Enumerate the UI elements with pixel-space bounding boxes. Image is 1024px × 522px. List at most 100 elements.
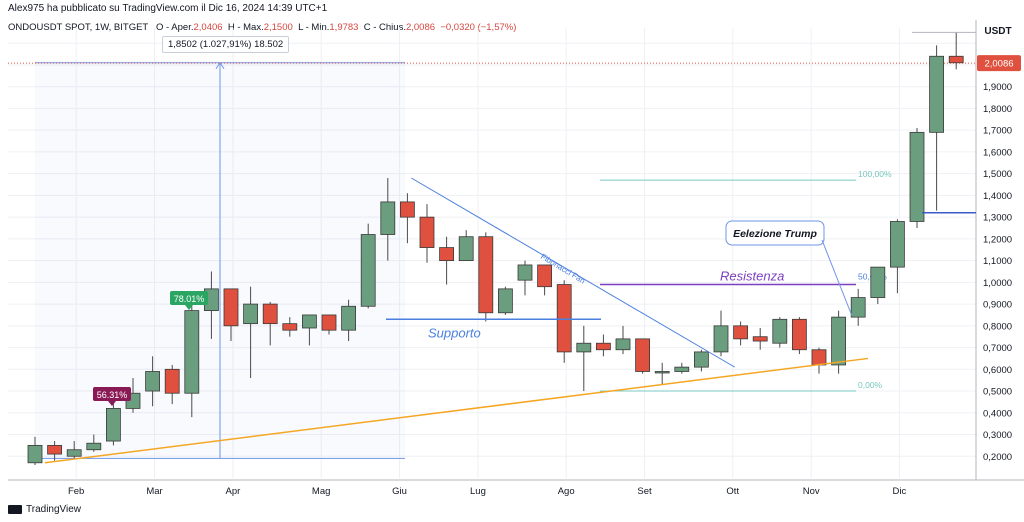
close-label: C - Chius. (363, 22, 406, 33)
measure-arrow-icon (215, 61, 225, 70)
low-label: L - Min. (298, 22, 330, 33)
symbol-name[interactable]: ONDOUSDT SPOT, 1W, BITGET (8, 22, 149, 33)
x-tick-label: Feb (68, 486, 84, 497)
event-callout-label: Eelezione Trump (733, 228, 817, 240)
chart-header: ONDOUSDT SPOT, 1W, BITGET O - Aper.2,040… (8, 22, 516, 33)
candle-body (752, 336, 768, 342)
candle-body (850, 297, 866, 318)
candle-body (47, 444, 62, 455)
x-tick-label: Lug (470, 486, 486, 497)
candle-body (282, 323, 298, 331)
percent-tag-2-label: 78.01% (174, 294, 205, 304)
tradingview-logo-icon (8, 505, 22, 514)
fib-label-100: 100,00% (858, 169, 892, 179)
y-tick-label: 1,0000 (983, 278, 1012, 289)
y-tick-label: 1,2000 (983, 234, 1012, 245)
y-tick-label: 0,8000 (983, 321, 1012, 332)
high-label: H - Max. (227, 22, 264, 33)
footer-brand-label: TradingView (26, 504, 82, 515)
candle-body (733, 325, 748, 340)
y-tick-label: 0,9000 (983, 300, 1012, 311)
candle-body (321, 314, 337, 331)
x-tick-label: Dic (892, 486, 906, 497)
candle-body (301, 314, 317, 329)
publisher-line: Alex975 ha pubblicato su TradingView.com… (8, 3, 328, 14)
y-tick-label: 1,9000 (983, 82, 1012, 93)
y-tick-label: 0,4000 (983, 408, 1012, 419)
y-tick-label: 1,5000 (983, 169, 1012, 180)
candle-body (86, 442, 102, 451)
candle-body (694, 351, 709, 368)
candle-body (184, 310, 200, 394)
low-value: 1,9783 (329, 22, 359, 33)
candle-body (772, 318, 788, 344)
fib-label-0: 0,00% (858, 380, 883, 390)
candle-body (635, 338, 650, 372)
open-value: 2,0406 (193, 22, 223, 33)
percent-tag-1-pointer-icon (108, 401, 116, 406)
percent-tag-1 (93, 387, 131, 401)
candle-body (576, 342, 592, 353)
candle-body (164, 368, 180, 394)
event-callout-box (725, 220, 825, 246)
candle-body (27, 444, 43, 464)
candle-body (890, 221, 905, 268)
candle-body (615, 338, 631, 351)
candle-body (713, 325, 729, 353)
candle-body (145, 371, 161, 392)
candle-body (948, 55, 964, 64)
candle-body (66, 449, 82, 457)
candle-body (909, 131, 925, 222)
candle-body (223, 288, 239, 327)
support-label: Supporto (428, 325, 481, 340)
candle-body (537, 264, 552, 288)
open-label: O - Aper. (155, 22, 194, 33)
close-value: 2,0086 (405, 22, 436, 33)
candle-body (929, 55, 944, 133)
x-tick-label: Ott (726, 486, 739, 497)
y-axis-unit: USDT (984, 26, 1011, 37)
fibonacci-fan-line (411, 177, 735, 368)
candle-body (792, 318, 807, 351)
candle-body (674, 366, 690, 372)
trendline (44, 357, 869, 464)
candle-body (556, 284, 572, 353)
candle-body (478, 236, 494, 314)
y-tick-label: 1,3000 (983, 213, 1012, 224)
candle-body (439, 247, 455, 262)
last-price-badge (977, 55, 1021, 72)
y-tick-label: 0,3000 (983, 430, 1012, 441)
candle-body (419, 216, 435, 248)
y-tick-label: 0,2000 (983, 452, 1012, 463)
candle-body (243, 303, 259, 325)
candle-body (870, 266, 886, 298)
candle-body (106, 408, 121, 442)
footer-brand[interactable]: TradingView (8, 504, 81, 515)
candle-body (497, 288, 513, 314)
candle-body (811, 349, 827, 366)
y-tick-label: 1,1000 (983, 256, 1012, 267)
y-tick-label: 0,7000 (983, 343, 1012, 354)
candle-body (399, 201, 415, 218)
change-value: −0,0320 (−1,57%) (440, 22, 517, 33)
percent-tag-2 (170, 291, 208, 305)
x-tick-label: Ago (558, 486, 575, 497)
resistance-label: Resistenza (720, 269, 784, 284)
x-tick-label: Mag (312, 486, 330, 497)
x-tick-label: Mar (146, 486, 162, 497)
y-tick-label: 1,7000 (983, 126, 1012, 137)
percent-tag-2-pointer-icon (185, 305, 193, 310)
candle-body (654, 371, 670, 374)
y-tick-label: 1,6000 (983, 147, 1012, 158)
candle-body (831, 316, 846, 366)
candle-body (596, 342, 611, 351)
y-tick-label: 0,6000 (983, 365, 1012, 376)
last-price-label: 2,0086 (984, 59, 1013, 70)
candle-body (380, 201, 396, 235)
x-tick-label: Giu (392, 486, 407, 497)
candle-body (360, 234, 376, 307)
candle-body (458, 236, 474, 262)
y-tick-label: 1,8000 (983, 104, 1012, 115)
measure-tooltip: 1,8502 (1.027,91%) 18.502 (162, 36, 290, 53)
